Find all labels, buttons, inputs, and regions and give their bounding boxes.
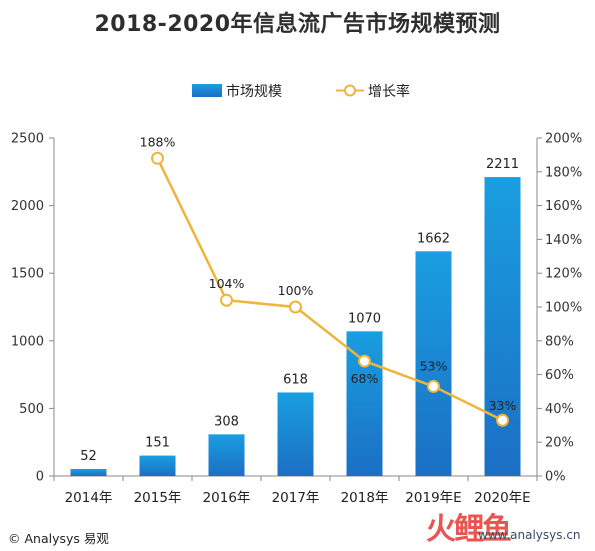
bar-value-label: 618 [283, 372, 308, 387]
rate-value-label: 33% [489, 398, 517, 413]
legend-bar-swatch [192, 84, 222, 97]
bar [415, 251, 452, 476]
y-left-tick-label: 1500 [11, 267, 44, 282]
y-left-tick-label: 0 [36, 470, 44, 485]
rate-value-label: 104% [209, 276, 245, 291]
x-tick-label: 2020年E [474, 490, 530, 506]
bar [70, 468, 107, 476]
chart-title: 2018-2020年信息流广告市场规模预测 [94, 12, 501, 37]
bar [277, 392, 314, 476]
rate-value-label: 100% [278, 283, 314, 298]
x-tick-label: 2015年 [134, 490, 182, 506]
rate-point [151, 151, 164, 165]
bar-value-label: 308 [214, 414, 239, 429]
legend: 市场规模 增长率 [192, 83, 410, 100]
rate-line [151, 151, 509, 427]
rate-value-label: 68% [351, 371, 379, 386]
y-right-tick-label: 100% [545, 301, 582, 316]
y-left-tick-label: 2000 [11, 199, 44, 214]
axes: 0 500 1000 1500 2000 2500 0% 20% 40% 60% 80% 100% 12… [11, 132, 582, 507]
x-tick-label: 2019年E [405, 490, 461, 506]
y-left-tick-label: 2500 [11, 132, 44, 147]
x-tick-label: 2018年 [341, 490, 389, 506]
bar-value-label: 151 [145, 436, 170, 451]
y-right-tick-label: 60% [545, 368, 574, 383]
legend-bar-label: 市场规模 [226, 83, 282, 100]
y-right-tick-label: 200% [545, 132, 582, 147]
y-right-tick-label: 40% [545, 402, 574, 417]
bar-value-label: 2211 [486, 157, 519, 172]
watermark-logo: 火鲤鱼 [426, 512, 512, 547]
rate-point [220, 293, 233, 307]
rate-point [289, 300, 302, 314]
x-tick-label: 2014年 [65, 490, 113, 506]
data-labels: 52 151 308 618 1070 1662 2211 188% 104% 100% 68% 53… [80, 134, 519, 464]
y-right-tick-label: 180% [545, 165, 582, 180]
rate-point [427, 379, 440, 393]
x-tick-label: 2016年 [203, 490, 251, 506]
y-left-tick-label: 1000 [11, 334, 44, 349]
bar [139, 455, 176, 476]
bar-value-label: 1662 [417, 231, 450, 246]
rate-point [358, 354, 371, 368]
y-right-tick-label: 20% [545, 436, 574, 451]
y-right-tick-label: 160% [545, 199, 582, 214]
rate-point [496, 413, 509, 427]
x-tick-label: 2017年 [272, 490, 320, 506]
bar-value-label: 52 [80, 449, 97, 464]
bar [208, 434, 245, 476]
watermark-url: www.analysys.cn [478, 528, 581, 542]
bar [484, 177, 521, 476]
rate-polyline [156, 157, 504, 422]
y-right-tick-label: 140% [545, 233, 582, 248]
bars [70, 177, 521, 476]
rate-value-label: 188% [140, 134, 176, 149]
y-left-tick-label: 500 [19, 402, 44, 417]
bar [346, 331, 383, 476]
y-right-tick-label: 80% [545, 334, 574, 349]
legend-line-marker [344, 84, 356, 97]
source-note: © Analysys 易观 [8, 531, 109, 546]
y-right-tick-label: 120% [545, 267, 582, 282]
legend-line-label: 增长率 [368, 83, 410, 100]
rate-value-label: 53% [420, 358, 448, 373]
bar-value-label: 1070 [348, 311, 381, 326]
y-right-tick-label: 0% [545, 470, 566, 485]
